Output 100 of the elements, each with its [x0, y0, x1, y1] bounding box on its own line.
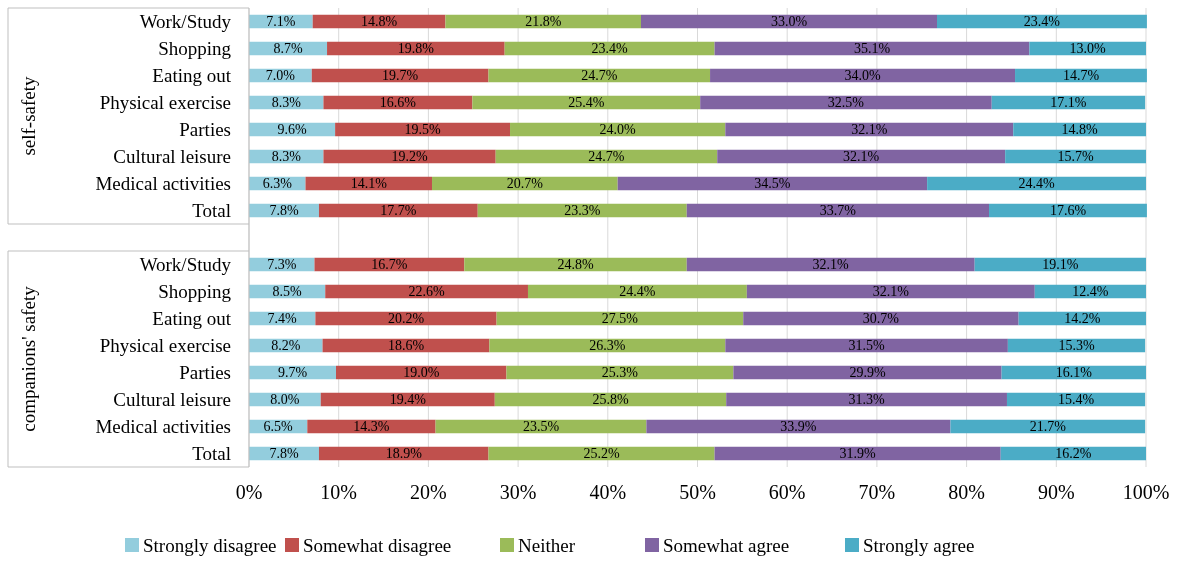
data-label: 25.2% [583, 446, 620, 462]
bar [646, 419, 951, 434]
data-label: 33.9% [780, 419, 817, 435]
data-label: 16.1% [1055, 365, 1093, 381]
bar [527, 284, 747, 299]
data-label: 19.0% [403, 365, 440, 381]
data-label: 8.3% [271, 149, 302, 165]
data-label: 15.4% [1057, 392, 1095, 408]
data-label: 14.1% [350, 176, 388, 192]
data-label: 7.0% [265, 68, 296, 84]
bar [746, 284, 1035, 299]
data-label: 6.5% [263, 419, 294, 435]
x-tick-label: 60% [768, 481, 806, 503]
y-tick-label: Total [192, 200, 231, 222]
data-label: 15.3% [1058, 338, 1095, 354]
bar [725, 338, 1008, 353]
data-label: 26.3% [589, 338, 626, 354]
data-label: 7.8% [269, 203, 299, 219]
data-label: 32.5% [827, 95, 865, 111]
data-label: 14.7% [1062, 68, 1100, 84]
data-label: 8.7% [273, 41, 303, 57]
y-tick-label: Physical exercise [99, 335, 231, 357]
data-label: 22.6% [408, 284, 446, 300]
data-label: 9.7% [277, 365, 308, 381]
data-label: 14.3% [353, 419, 390, 435]
legend-label: Strongly agree [863, 534, 975, 556]
bar [325, 284, 528, 299]
data-label: 7.3% [267, 257, 297, 273]
data-label: 24.8% [557, 257, 594, 273]
data-label: 20.2% [387, 311, 425, 327]
data-label: 31.9% [839, 446, 877, 462]
data-label: 18.9% [385, 446, 423, 462]
data-label: 18.6% [387, 338, 425, 354]
x-tick-label: 90% [1037, 481, 1075, 503]
x-tick-label: 80% [948, 481, 985, 503]
legend-label: Somewhat disagree [303, 534, 452, 556]
data-label: 23.5% [522, 419, 560, 435]
data-label: 7.4% [267, 311, 298, 327]
data-label: 32.1% [843, 149, 880, 165]
y-tick-label: Work/Study [139, 254, 232, 276]
data-label: 31.5% [848, 338, 885, 354]
x-tick-label: 30% [499, 481, 537, 503]
bar [686, 257, 975, 272]
data-label: 7.8% [269, 446, 299, 462]
bar [496, 311, 744, 326]
data-label: 32.1% [872, 284, 910, 300]
data-label: 27.5% [601, 311, 639, 327]
bar [950, 419, 1146, 434]
y-tick-label: Cultural leisure [113, 146, 231, 168]
bar [717, 149, 1006, 164]
y-tick-label: Total [192, 443, 231, 465]
bar [733, 365, 1002, 380]
data-label: 12.4% [1072, 284, 1109, 300]
data-label: 23.4% [591, 41, 629, 57]
data-label: 19.2% [391, 149, 428, 165]
bar [506, 365, 734, 380]
x-tick-label: 20% [410, 481, 447, 503]
bar [494, 392, 727, 407]
data-label: 16.7% [371, 257, 408, 273]
bar [495, 149, 718, 164]
bar [927, 176, 1146, 191]
data-label: 17.6% [1049, 203, 1087, 219]
data-label: 17.7% [380, 203, 417, 219]
data-label: 34.0% [844, 68, 881, 84]
data-label: 7.1% [266, 14, 296, 30]
data-label: 29.9% [849, 365, 886, 381]
legend-label: Neither [518, 534, 576, 556]
data-label: 23.3% [564, 203, 601, 219]
data-label: 19.7% [382, 68, 419, 84]
bar [725, 122, 1014, 137]
data-label: 19.1% [1042, 257, 1079, 273]
bar [714, 446, 1001, 461]
data-label: 8.3% [271, 95, 302, 111]
data-label: 13.0% [1069, 41, 1107, 57]
data-label: 25.8% [592, 392, 629, 408]
y-tick-label: Eating out [152, 308, 232, 330]
data-label: 24.0% [599, 122, 637, 138]
data-label: 19.4% [389, 392, 427, 408]
data-label: 8.5% [272, 284, 303, 300]
data-label: 32.1% [812, 257, 850, 273]
x-tick-label: 100% [1122, 481, 1170, 503]
bar [504, 41, 715, 56]
data-label: 25.4% [568, 95, 605, 111]
data-label: 30.7% [862, 311, 900, 327]
data-label: 17.1% [1050, 95, 1087, 111]
y-tick-label: Eating out [152, 65, 232, 87]
data-label: 24.7% [581, 68, 618, 84]
data-label: 16.2% [1055, 446, 1092, 462]
y-tick-label: Parties [179, 362, 231, 384]
data-label: 19.5% [404, 122, 441, 138]
data-label: 33.0% [770, 14, 808, 30]
text: self-safety [17, 75, 39, 156]
data-label: 8.0% [270, 392, 300, 408]
data-label: 8.2% [271, 338, 301, 354]
bar [489, 338, 726, 353]
y-tick-label: Medical activities [95, 416, 231, 438]
data-label: 24.4% [1018, 176, 1055, 192]
bar [743, 311, 1019, 326]
data-label: 20.7% [506, 176, 544, 192]
data-label: 21.7% [1029, 419, 1067, 435]
